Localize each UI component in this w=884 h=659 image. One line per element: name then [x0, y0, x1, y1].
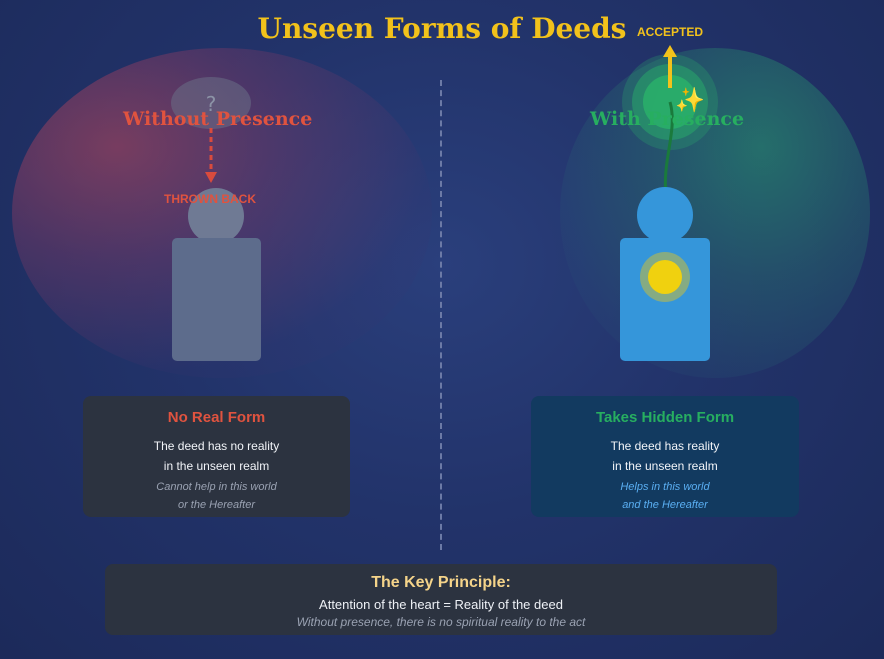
heart-light — [648, 260, 682, 294]
card-line: in the unseen realm — [612, 459, 718, 473]
card-title: Takes Hidden Form — [595, 409, 735, 426]
card-note: Helps in this world — [620, 481, 710, 493]
right-figure-head — [637, 187, 693, 243]
page-title: Unseen Forms of Deeds — [257, 12, 627, 45]
center-divider — [440, 80, 442, 550]
card-line: in the unseen realm — [163, 459, 270, 473]
principle-title: The Key Principle: — [371, 574, 511, 591]
accepted-arrow-head — [663, 45, 677, 57]
with-presence-heading: With Presence — [590, 108, 745, 130]
right-green-glow — [560, 48, 870, 378]
left-figure-head — [188, 188, 244, 244]
card-line: The deed has reality — [610, 439, 720, 453]
question-mark: ? — [206, 92, 217, 116]
card-note: and the Hereafter — [622, 499, 708, 511]
ascending-path — [663, 101, 674, 196]
card-note: or the Hereafter — [177, 499, 256, 511]
principle-line: Attention of the heart = Reality of the … — [319, 597, 563, 612]
accepted-label: ACCEPTED — [637, 25, 704, 39]
left-figure-diagram: ? — [171, 77, 261, 361]
right-figure-diagram — [620, 45, 718, 361]
key-principle-box: The Key Principle: Attention of the hear… — [105, 564, 777, 635]
thrown-back-label: THROWN BACK — [164, 192, 256, 206]
left-figure-body — [172, 238, 261, 361]
faded-thought-bubble — [171, 77, 251, 129]
thrown-back-arrow-head — [205, 172, 217, 183]
without-presence-heading: Without Presence — [123, 108, 313, 130]
card-title: No Real Form — [167, 409, 266, 426]
no-real-form-card: No Real Form The deed has no reality in … — [83, 396, 350, 517]
takes-hidden-form-card: Takes Hidden Form The deed has reality i… — [531, 396, 799, 517]
card-line: The deed has no reality — [153, 439, 280, 453]
sparkle-icon: ✨ — [675, 87, 705, 114]
principle-note: Without presence, there is no spiritual … — [296, 615, 586, 629]
card-note: Cannot help in this world — [156, 481, 277, 493]
